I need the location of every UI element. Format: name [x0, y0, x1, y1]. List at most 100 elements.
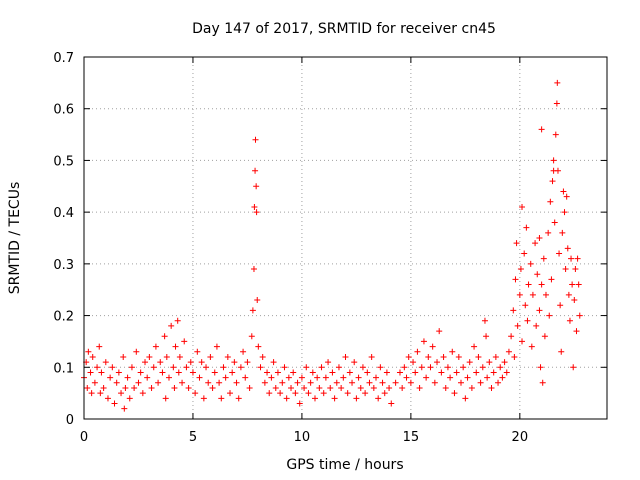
data-point: [279, 379, 286, 386]
data-point: [351, 359, 358, 366]
data-point: [211, 369, 218, 376]
data-point: [508, 333, 515, 340]
data-point: [124, 374, 131, 381]
data-point: [98, 369, 105, 376]
data-point: [539, 379, 546, 386]
data-point: [253, 183, 260, 190]
data-point: [429, 343, 436, 350]
data-point: [519, 203, 526, 210]
data-point: [528, 343, 535, 350]
data-point: [466, 359, 473, 366]
data-point: [497, 364, 504, 371]
data-point: [546, 312, 553, 319]
data-point: [281, 364, 288, 371]
data-point: [252, 167, 259, 174]
data-point: [557, 302, 564, 309]
data-point: [192, 390, 199, 397]
data-point: [327, 384, 334, 391]
plot-frame: [83, 56, 608, 420]
y-tick-label: 0.7: [53, 51, 74, 66]
data-point: [416, 384, 423, 391]
x-tick-label: 5: [189, 430, 197, 445]
data-point: [218, 395, 225, 402]
data-point: [564, 245, 571, 252]
data-point: [203, 364, 210, 371]
data-point: [335, 364, 342, 371]
data-point: [207, 353, 214, 360]
data-point: [562, 266, 569, 273]
data-point: [460, 364, 467, 371]
data-point: [425, 353, 432, 360]
data-point: [176, 353, 183, 360]
data-point: [340, 374, 347, 381]
data-point: [573, 328, 580, 335]
data-point: [325, 359, 332, 366]
data-point: [298, 374, 305, 381]
data-point: [139, 390, 146, 397]
data-point: [131, 384, 138, 391]
x-tick-label: 0: [80, 430, 88, 445]
x-axis-label: GPS time / hours: [286, 457, 403, 473]
data-point: [222, 374, 229, 381]
data-point: [574, 255, 581, 262]
data-point: [483, 333, 490, 340]
data-point: [516, 291, 523, 298]
data-point: [570, 364, 577, 371]
data-point: [386, 384, 393, 391]
data-point: [254, 297, 261, 304]
data-point: [257, 364, 264, 371]
data-point: [536, 235, 543, 241]
data-point: [444, 364, 451, 371]
data-point: [233, 379, 240, 386]
data-point: [388, 400, 395, 407]
data-point: [346, 369, 353, 376]
data-point: [383, 369, 390, 376]
data-point: [396, 369, 403, 376]
data-point: [410, 359, 417, 366]
data-point: [246, 384, 253, 391]
data-point: [368, 353, 375, 360]
data-point: [120, 353, 127, 360]
data-point: [331, 395, 338, 402]
data-point: [490, 369, 497, 376]
data-point: [168, 322, 175, 329]
data-point: [133, 348, 140, 355]
data-point: [292, 390, 299, 397]
data-point: [113, 379, 120, 386]
data-point: [229, 369, 236, 376]
data-point: [550, 167, 557, 174]
data-point: [501, 359, 508, 366]
data-point: [307, 379, 314, 386]
data-point: [505, 348, 512, 355]
data-point: [170, 364, 177, 371]
data-point: [301, 384, 308, 391]
data-point: [115, 369, 122, 376]
data-point: [311, 395, 318, 402]
data-point: [414, 348, 421, 355]
data-point: [235, 395, 242, 402]
data-point: [529, 291, 536, 298]
data-point: [109, 364, 116, 371]
data-point: [220, 364, 227, 371]
data-point: [468, 384, 475, 391]
data-point: [224, 353, 231, 360]
data-point: [179, 379, 186, 386]
y-tick-label: 0.4: [53, 206, 74, 221]
data-point: [209, 384, 216, 391]
data-point: [285, 374, 292, 381]
data-point: [552, 131, 559, 138]
data-point: [196, 374, 203, 381]
data-point: [510, 307, 517, 314]
data-point: [536, 307, 543, 314]
data-point: [488, 384, 495, 391]
data-point: [464, 374, 471, 381]
data-point: [161, 333, 168, 340]
y-tick-label: 0: [66, 413, 74, 428]
data-point: [216, 379, 223, 386]
data-point: [455, 353, 462, 360]
data-point: [187, 359, 194, 366]
data-point: [240, 348, 247, 355]
data-point: [558, 348, 565, 355]
data-point: [449, 348, 456, 355]
data-point: [244, 359, 251, 366]
